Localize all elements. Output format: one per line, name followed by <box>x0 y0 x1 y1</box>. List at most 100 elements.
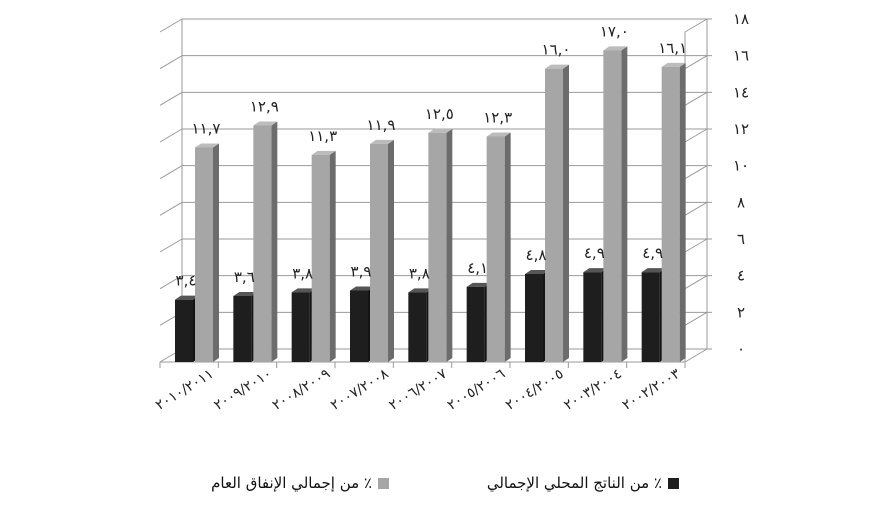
data-label-spending: ١٢,٥ <box>425 105 454 123</box>
gridline-side <box>159 201 183 216</box>
y-tick-label: ٢ <box>737 303 745 321</box>
data-label-spending: ١١,٣ <box>308 127 337 145</box>
bar-gdp <box>175 299 193 362</box>
gridline-side <box>684 238 708 253</box>
data-label-gdp: ٣,٩ <box>351 263 372 281</box>
data-label-spending: ١١,٧ <box>192 120 221 138</box>
bar-chart: ٠ ٢ ٤ ٦ ٨ ١٠ ١٢ ١٤ ١٦ ١٨ ٣,٤ ١١,٧ ٢٠١٠/٢٠١١ ٣,٦ ١٢,٩ ٢٠… <box>153 10 749 414</box>
x-tick-label: ٢٠٠٤/٢٠٠٥ <box>503 366 566 414</box>
data-label-gdp: ٣,٨ <box>409 264 430 282</box>
legend-label-spending: ٪ من إجمالي الإنفاق العام <box>211 474 372 492</box>
x-tick-label: ٢٠١٠/٢٠١١ <box>153 366 216 414</box>
bar-spending-side <box>388 139 394 362</box>
gridline-side <box>684 91 708 106</box>
bar-gdp <box>291 292 310 362</box>
gridline-side <box>159 165 183 180</box>
bar-gdp-top <box>408 288 433 293</box>
bar-gdp-top <box>233 292 258 296</box>
bar-spending-side <box>446 128 453 362</box>
bar-spending <box>428 132 447 362</box>
bar-spending <box>195 147 213 362</box>
bar-spending <box>370 143 388 362</box>
bar-gdp <box>583 272 602 362</box>
bar-spending-side <box>271 121 278 362</box>
bar-spending-top <box>661 62 686 67</box>
gridline-side <box>684 201 708 216</box>
x-tick-label: ٢٠٠٩/٢٠١٠ <box>211 366 274 414</box>
bar-spending <box>661 66 680 362</box>
bar-spending-side <box>621 46 628 362</box>
bar-gdp <box>408 292 427 362</box>
bar-spending <box>486 136 505 362</box>
bar-spending-top <box>603 46 628 51</box>
y-tick-label: ٨ <box>737 193 745 211</box>
gridline-side <box>684 165 708 180</box>
data-label-gdp: ٤,٩ <box>584 244 605 262</box>
bar-spending-top <box>428 128 453 133</box>
gridline-side <box>684 128 708 143</box>
y-tick-label: ٤ <box>737 267 745 285</box>
gridline-side <box>684 275 708 290</box>
bar-gdp-top <box>466 282 491 287</box>
bar-gdp-top <box>583 268 608 273</box>
x-tick-label: ٢٠٠٥/٢٠٠٦ <box>445 366 508 414</box>
gridline-side <box>159 275 183 290</box>
bar-spending-top <box>253 121 278 126</box>
gridline-side <box>684 18 708 33</box>
legend-item-spending: ٪ من إجمالي الإنفاق العام <box>211 474 389 492</box>
gridline-side <box>684 348 708 363</box>
data-label-spending: ١٧,٠ <box>600 22 629 40</box>
bar-spending-top <box>370 139 394 144</box>
legend-label-gdp: ٪ من الناتج المحلي الإجمالي <box>486 474 662 492</box>
bar-spending-top <box>545 64 569 69</box>
gridline-side <box>159 55 183 70</box>
gridline-side <box>159 18 183 33</box>
data-label-spending: ١١,٩ <box>367 116 396 134</box>
data-label-gdp: ٤,٨ <box>526 246 547 264</box>
data-label-gdp: ٤,١ <box>467 259 488 277</box>
data-label-gdp: ٣,٦ <box>234 268 255 286</box>
bar-spending-side <box>504 132 511 362</box>
bar-spending-top <box>195 143 219 148</box>
x-tick-label: ٢٠٠٨/٢٠٠٩ <box>270 366 333 414</box>
gridline-side <box>159 91 183 106</box>
bar-gdp-top <box>641 268 666 273</box>
legend-swatch-gdp <box>668 477 679 489</box>
y-tick-label: ٠ <box>737 340 745 358</box>
x-tick-label: ٢٠٠٢/٢٠٠٣ <box>620 366 684 414</box>
y-tick-label: ١٢ <box>733 120 749 138</box>
bar-spending-top <box>311 150 336 155</box>
data-label-spending: ١٦,١ <box>658 39 687 57</box>
bar-gdp <box>350 290 368 362</box>
bar-gdp <box>525 274 543 362</box>
bar-gdp-top <box>175 295 199 300</box>
bar-spending-top <box>486 132 511 137</box>
bar-spending-side <box>329 150 336 362</box>
data-label-spending: ١٢,٩ <box>250 98 279 116</box>
bar-gdp-top <box>350 286 374 291</box>
bar-spending <box>311 154 330 362</box>
bar-gdp-top <box>525 270 549 274</box>
bar-gdp <box>641 272 660 362</box>
bar-spending-side <box>213 143 219 362</box>
legend-swatch-spending <box>378 477 389 489</box>
y-tick-label: ٦ <box>737 230 745 248</box>
data-label-gdp: ٣,٨ <box>292 264 313 282</box>
bar-spending <box>603 50 622 362</box>
bar-spending <box>253 125 272 362</box>
data-label-spending: ١٢,٣ <box>483 109 512 127</box>
y-tick-label: ١٠ <box>733 157 749 175</box>
bar-spending-side <box>563 64 569 363</box>
y-tick-label: ١٨ <box>733 10 749 28</box>
gridline-side <box>684 55 708 70</box>
bar-spending-side <box>679 62 686 362</box>
gridline-side <box>159 238 183 253</box>
x-tick-label: ٢٠٠٧/٢٠٠٨ <box>328 366 392 414</box>
data-label-gdp: ٤,٩ <box>642 244 663 262</box>
x-tick-label: ٢٠٠٣/٢٠٠٤ <box>561 366 624 414</box>
bar-gdp <box>233 296 252 362</box>
y-tick-label: ١٦ <box>733 47 749 65</box>
data-label-gdp: ٣,٤ <box>176 272 197 290</box>
bar-spending <box>545 68 563 363</box>
data-label-spending: ١٦,٠ <box>542 41 571 59</box>
